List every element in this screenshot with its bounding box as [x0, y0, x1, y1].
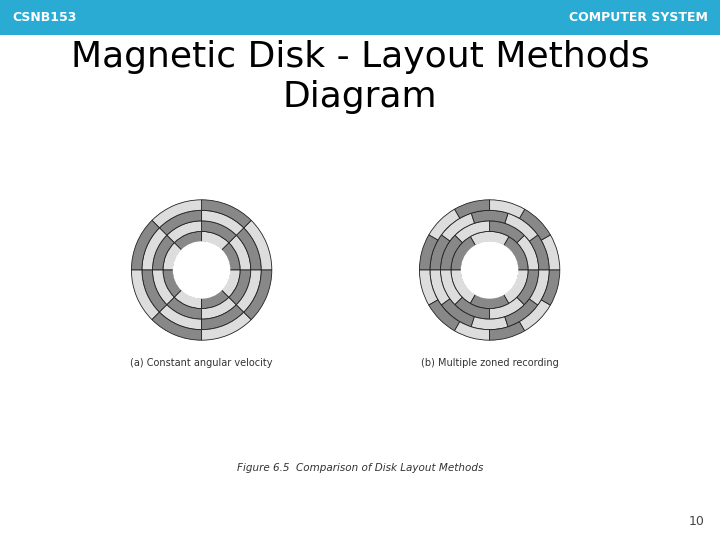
Wedge shape — [229, 235, 251, 270]
Wedge shape — [202, 312, 251, 340]
Wedge shape — [174, 290, 202, 308]
Wedge shape — [490, 298, 524, 319]
Wedge shape — [236, 270, 261, 312]
Wedge shape — [222, 242, 240, 270]
Wedge shape — [490, 322, 525, 340]
Wedge shape — [202, 200, 251, 228]
Wedge shape — [505, 299, 538, 327]
Wedge shape — [517, 270, 539, 305]
Wedge shape — [159, 210, 202, 235]
Wedge shape — [441, 270, 462, 305]
Text: Magnetic Disk - Layout Methods
Diagram: Magnetic Disk - Layout Methods Diagram — [71, 40, 649, 113]
Text: (b) Multiple zoned recording: (b) Multiple zoned recording — [420, 358, 559, 368]
Wedge shape — [229, 270, 251, 305]
Wedge shape — [490, 200, 525, 218]
Wedge shape — [430, 235, 450, 270]
Wedge shape — [202, 305, 244, 329]
Wedge shape — [455, 221, 490, 242]
Bar — [0, 0, 720, 35]
Wedge shape — [159, 305, 202, 329]
Wedge shape — [142, 270, 167, 312]
Wedge shape — [153, 235, 174, 270]
Wedge shape — [470, 294, 509, 308]
Wedge shape — [142, 228, 167, 270]
Wedge shape — [454, 200, 490, 218]
Wedge shape — [163, 242, 181, 270]
Circle shape — [462, 242, 518, 298]
Wedge shape — [202, 298, 236, 319]
Wedge shape — [441, 213, 474, 241]
Wedge shape — [517, 235, 539, 270]
Wedge shape — [471, 317, 508, 329]
Wedge shape — [429, 300, 460, 331]
Wedge shape — [222, 270, 240, 298]
Wedge shape — [152, 200, 202, 228]
Text: COMPUTER SYSTEM: COMPUTER SYSTEM — [569, 11, 708, 24]
Wedge shape — [202, 221, 236, 242]
Wedge shape — [454, 322, 490, 340]
Wedge shape — [490, 221, 524, 242]
Wedge shape — [529, 270, 549, 305]
Circle shape — [174, 242, 230, 298]
Wedge shape — [167, 298, 202, 319]
Wedge shape — [420, 235, 438, 270]
Wedge shape — [519, 209, 550, 240]
Wedge shape — [471, 210, 508, 223]
Wedge shape — [529, 235, 549, 270]
Wedge shape — [202, 231, 229, 250]
Text: 10: 10 — [689, 515, 705, 528]
Wedge shape — [451, 237, 476, 270]
Wedge shape — [519, 300, 550, 331]
Wedge shape — [163, 270, 181, 298]
Wedge shape — [202, 290, 229, 308]
Wedge shape — [470, 231, 509, 246]
Wedge shape — [420, 270, 438, 305]
Wedge shape — [236, 228, 261, 270]
Wedge shape — [202, 210, 244, 235]
Wedge shape — [244, 270, 272, 320]
Wedge shape — [541, 235, 560, 270]
Wedge shape — [504, 270, 528, 303]
Wedge shape — [152, 312, 202, 340]
Wedge shape — [430, 270, 450, 305]
Wedge shape — [504, 237, 528, 270]
Wedge shape — [441, 299, 474, 327]
Wedge shape — [132, 220, 159, 270]
Wedge shape — [441, 235, 462, 270]
Text: CSNB153: CSNB153 — [12, 11, 76, 24]
Wedge shape — [167, 221, 202, 242]
Wedge shape — [455, 298, 490, 319]
Wedge shape — [174, 231, 202, 250]
Wedge shape — [541, 270, 560, 305]
Text: Figure 6.5  Comparison of Disk Layout Methods: Figure 6.5 Comparison of Disk Layout Met… — [237, 463, 483, 473]
Wedge shape — [132, 270, 159, 320]
Wedge shape — [153, 270, 174, 305]
Wedge shape — [451, 270, 475, 303]
Wedge shape — [244, 220, 272, 270]
Text: (a) Constant angular velocity: (a) Constant angular velocity — [130, 358, 273, 368]
Wedge shape — [429, 209, 460, 240]
Wedge shape — [505, 213, 538, 241]
